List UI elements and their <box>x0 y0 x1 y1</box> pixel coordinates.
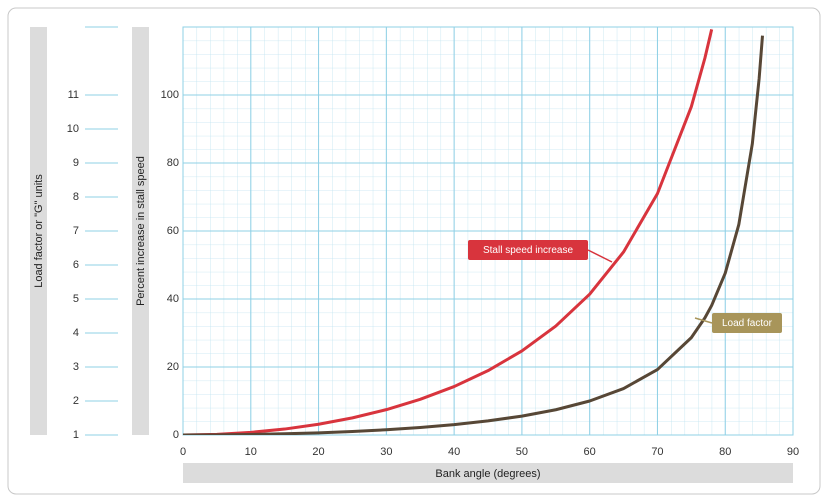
y2-tick-label: 6 <box>73 259 79 271</box>
y-tick-label: 60 <box>167 225 179 237</box>
y-tick-label: 100 <box>161 89 179 101</box>
grid: 0 10 20 30 40 50 60 70 80 90 0 20 40 60 80 100 1 2 3 4 5 6 7 8 9… <box>67 26 799 458</box>
y-tick-label: 0 <box>173 429 179 441</box>
x-tick-label: 70 <box>651 446 663 458</box>
y2-tick-label: 3 <box>73 361 79 373</box>
annotations: Stall speed increase Load factor <box>468 240 782 333</box>
y-axis-label: Percent increase in stall speed <box>135 156 147 306</box>
y2-label-bar <box>30 27 47 435</box>
callout-box <box>712 313 782 333</box>
series-line <box>183 29 714 435</box>
x-axis-label: Bank angle (degrees) <box>435 468 540 480</box>
y2-tick-label: 2 <box>73 395 79 407</box>
y2-tick-label: 10 <box>67 123 79 135</box>
x-tick-label: 10 <box>245 446 257 458</box>
plot-border <box>182 26 794 436</box>
x-tick-label: 0 <box>180 446 186 458</box>
y2-tick-label: 11 <box>68 89 79 101</box>
x-label-bar <box>183 463 793 483</box>
y2-tick-label: 4 <box>73 327 79 339</box>
callout-leader <box>694 317 713 324</box>
legend-label: Stall speed increase <box>483 245 573 256</box>
y2-tick-label: 8 <box>73 191 79 203</box>
x-tick-label: 50 <box>516 446 528 458</box>
x-tick-label: 90 <box>787 446 799 458</box>
series-line <box>183 35 764 435</box>
x-tick-label: 60 <box>584 446 596 458</box>
y2-tick-label: 5 <box>73 293 79 305</box>
y-tick-label: 20 <box>167 361 179 373</box>
y-tick-label: 80 <box>167 157 179 169</box>
y2-tick-label: 7 <box>73 225 79 237</box>
x-tick-label: 30 <box>380 446 392 458</box>
y-label-bar <box>132 27 149 435</box>
y2-tick-label: 9 <box>73 157 79 169</box>
x-tick-label: 80 <box>719 446 731 458</box>
y2-axis-label: Load factor or "G" units <box>33 174 45 288</box>
lines <box>183 29 764 435</box>
x-tick-label: 40 <box>448 446 460 458</box>
y-tick-label: 40 <box>167 293 179 305</box>
y2-tick-label: 1 <box>73 429 79 441</box>
callout-box <box>468 240 588 260</box>
x-tick-label: 20 <box>312 446 324 458</box>
legend-label: Load factor <box>722 318 773 329</box>
callout-leader <box>587 249 613 263</box>
